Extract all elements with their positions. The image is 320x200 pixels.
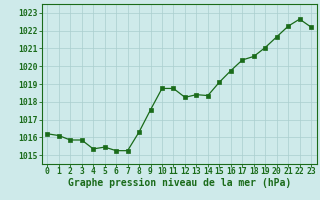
- X-axis label: Graphe pression niveau de la mer (hPa): Graphe pression niveau de la mer (hPa): [68, 178, 291, 188]
